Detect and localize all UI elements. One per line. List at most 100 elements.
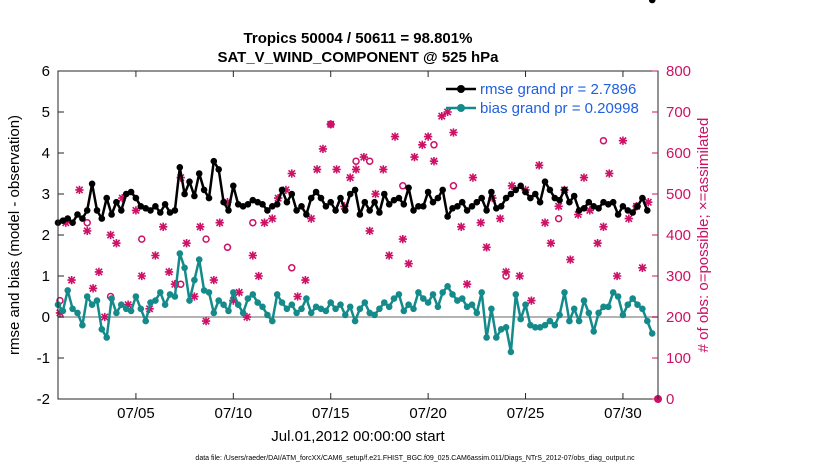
- rmse-point: [283, 198, 291, 206]
- y-right-tick-label: 400: [666, 227, 691, 244]
- obs-assimilated-point: [385, 251, 394, 260]
- rmse-point: [210, 157, 218, 165]
- bias-point: [346, 303, 354, 311]
- obs-assimilated-point: [137, 271, 146, 281]
- obs-assimilated-point: [618, 136, 628, 145]
- bias-point: [609, 289, 617, 296]
- rmse-point: [648, 0, 656, 4]
- rmse-point: [118, 207, 125, 214]
- rmse-point: [439, 186, 447, 194]
- rmse-point: [454, 203, 461, 210]
- x-tick-label: 07/15: [312, 405, 350, 422]
- obs-assimilated-point: [196, 222, 205, 231]
- bias-point: [98, 326, 106, 333]
- title-line-2: SAT_V_WIND_COMPONENT @ 525 hPa: [217, 49, 499, 66]
- bias-point: [648, 330, 656, 337]
- rmse-point: [420, 203, 427, 210]
- rmse-point: [93, 207, 101, 214]
- rmse-point: [561, 186, 568, 194]
- obs-possible-point: [288, 264, 296, 272]
- obs-possible-point: [352, 157, 360, 165]
- obs-assimilated-point: [94, 267, 104, 277]
- obs-assimilated-point: [540, 218, 550, 227]
- bias-point: [210, 309, 218, 317]
- bias-point: [59, 307, 67, 315]
- rmse-point: [541, 178, 549, 185]
- y-left-tick-label: 5: [42, 104, 50, 121]
- obs-assimilated-point: [346, 173, 355, 182]
- rmse-point: [220, 198, 227, 206]
- obs-assimilated-point: [318, 144, 328, 154]
- bias-point: [113, 309, 120, 317]
- bias-point: [532, 324, 539, 331]
- obs-possible-point: [202, 235, 210, 243]
- bias-point: [415, 289, 422, 296]
- obs-assimilated-point: [332, 165, 341, 174]
- bias-point: [434, 303, 442, 311]
- rmse-point: [230, 182, 237, 190]
- obs-assimilated-point: [638, 263, 647, 272]
- rmse-point: [483, 207, 490, 214]
- rmse-point: [473, 198, 481, 206]
- rmse-point: [381, 190, 388, 198]
- obs-assimilated-point: [190, 292, 199, 301]
- bias-point: [483, 334, 490, 341]
- bias-point: [385, 303, 393, 311]
- bias-point: [186, 297, 193, 304]
- rmse-point: [512, 186, 520, 194]
- rmse-point: [176, 164, 184, 171]
- obs-assimilated-point: [612, 271, 622, 281]
- rmse-point: [351, 186, 359, 194]
- bias-point: [230, 289, 237, 296]
- bias-point: [137, 305, 145, 313]
- obs-assimilated-point: [248, 251, 257, 260]
- bias-point: [400, 307, 408, 315]
- y-left-tick-label: -2: [37, 391, 50, 408]
- rmse-point: [434, 194, 442, 202]
- rmse-point: [614, 211, 622, 218]
- rmse-point: [259, 201, 266, 208]
- obs-assimilated-point: [390, 132, 400, 141]
- bias-point: [478, 289, 486, 296]
- obs-possible-point: [83, 218, 91, 227]
- rmse-point: [332, 207, 339, 214]
- obs-assimilated-point: [131, 206, 141, 215]
- bias-point: [288, 301, 296, 309]
- bias-point: [624, 301, 632, 309]
- y-right-tick-label: 100: [666, 350, 691, 367]
- y-right-tick-label: 600: [666, 145, 691, 162]
- y-right-tick-label: 800: [666, 63, 691, 80]
- rmse-point: [195, 170, 203, 177]
- bias-point: [225, 307, 232, 315]
- footnote: data file: /Users/raeder/DAI/ATM_forcXX/…: [195, 455, 635, 462]
- obs-possible-point: [365, 157, 374, 165]
- bias-point: [371, 311, 378, 319]
- bias-point: [118, 301, 125, 309]
- rmse-point: [595, 205, 602, 212]
- bias-point: [342, 311, 349, 319]
- y-axis-left-label: rmse and bias (model - observation): [6, 115, 23, 355]
- bias-point: [337, 301, 344, 309]
- y-right-tick-label: 500: [666, 186, 691, 203]
- bias-point: [244, 295, 252, 302]
- bias-series: [54, 250, 656, 356]
- bias-point: [420, 295, 427, 302]
- rmse-point: [634, 203, 641, 210]
- rmse-point: [463, 207, 471, 214]
- rmse-point: [376, 209, 383, 216]
- obs-assimilated-point: [554, 202, 563, 211]
- bias-point: [605, 303, 612, 311]
- bias-point: [410, 305, 417, 313]
- obs-assimilated-point: [182, 239, 191, 248]
- bias-point: [351, 317, 359, 325]
- bias-point: [307, 309, 315, 317]
- bias-point: [361, 299, 369, 306]
- rmse-point: [410, 207, 417, 214]
- obs-assimilated-point: [605, 169, 614, 178]
- rmse-point: [644, 207, 651, 214]
- rmse-point: [293, 207, 300, 214]
- rmse-point: [342, 207, 349, 214]
- legend-bias-marker: [457, 104, 465, 112]
- obs-assimilated-point: [579, 173, 589, 182]
- bias-point: [381, 299, 388, 306]
